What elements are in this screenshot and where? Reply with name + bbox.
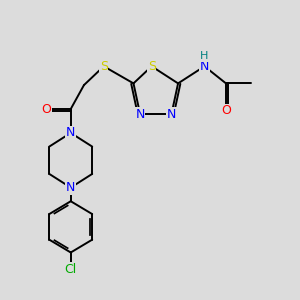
Text: S: S (148, 60, 156, 73)
Text: O: O (41, 103, 51, 116)
Text: S: S (100, 60, 108, 73)
Text: H: H (200, 51, 209, 61)
Text: N: N (66, 181, 75, 194)
Text: O: O (221, 104, 231, 117)
Text: N: N (167, 108, 176, 121)
Text: N: N (200, 60, 209, 73)
Text: N: N (66, 126, 75, 140)
Text: N: N (135, 108, 145, 121)
Text: Cl: Cl (64, 263, 77, 276)
